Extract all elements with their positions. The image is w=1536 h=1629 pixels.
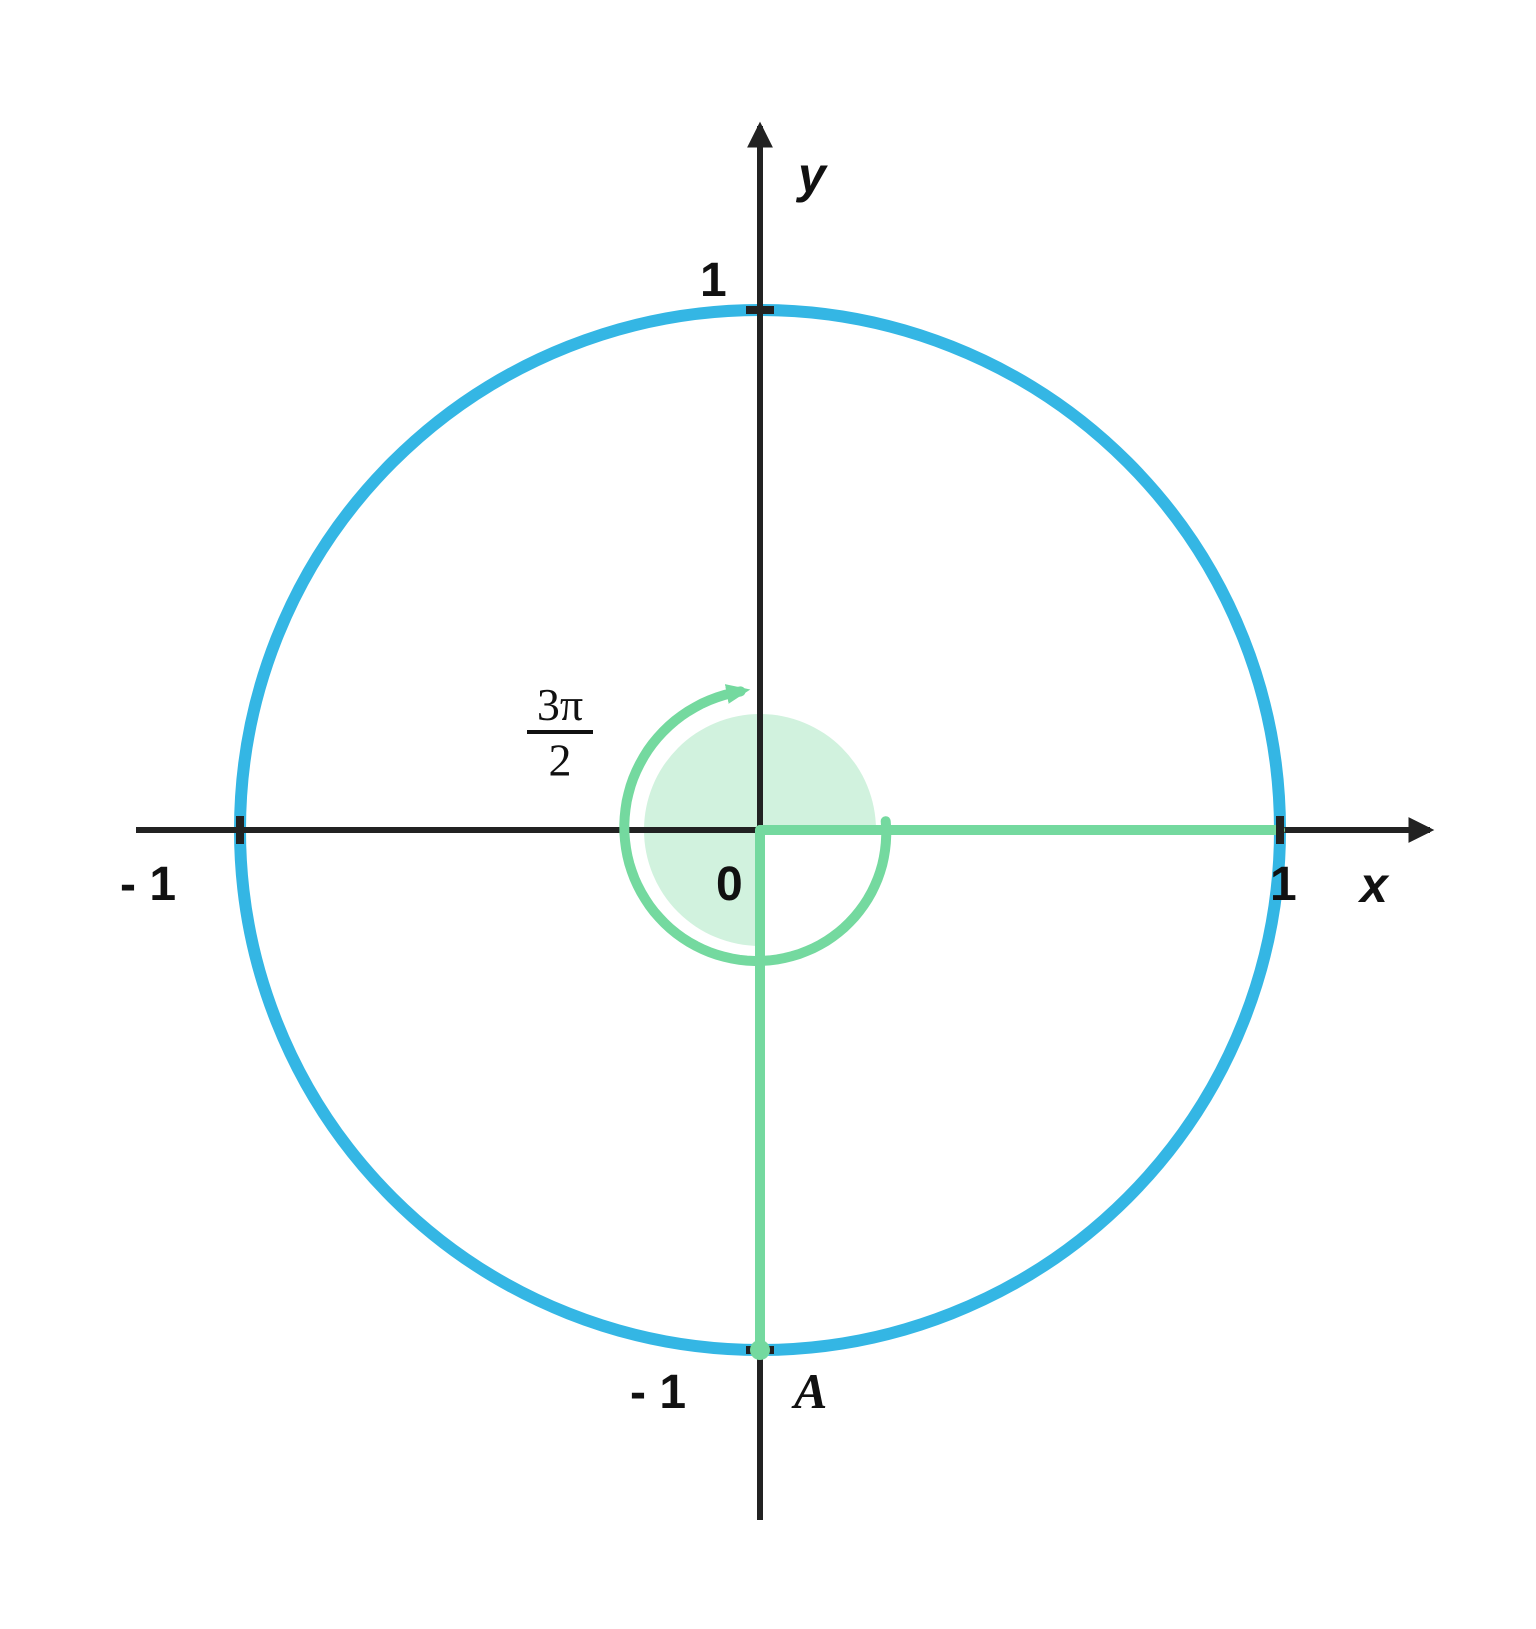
origin-label: 0 [716, 858, 743, 911]
angle-measure-label: 3π2 [527, 679, 593, 786]
y-axis-label: y [795, 147, 828, 203]
point-a-label: A [791, 1363, 827, 1419]
y-tick-label: - 1 [630, 1366, 686, 1419]
x-tick-label: - 1 [120, 858, 176, 911]
unit-circle-diagram: - 1 1 1 - 1 x y 0 A 3π2 [0, 0, 1536, 1629]
point-a-marker [750, 1340, 770, 1360]
x-tick-label: 1 [1270, 858, 1297, 911]
svg-text:3π: 3π [537, 679, 583, 730]
y-tick-label: 1 [700, 254, 727, 307]
svg-text:2: 2 [549, 735, 572, 786]
x-axis-label: x [1357, 857, 1390, 913]
